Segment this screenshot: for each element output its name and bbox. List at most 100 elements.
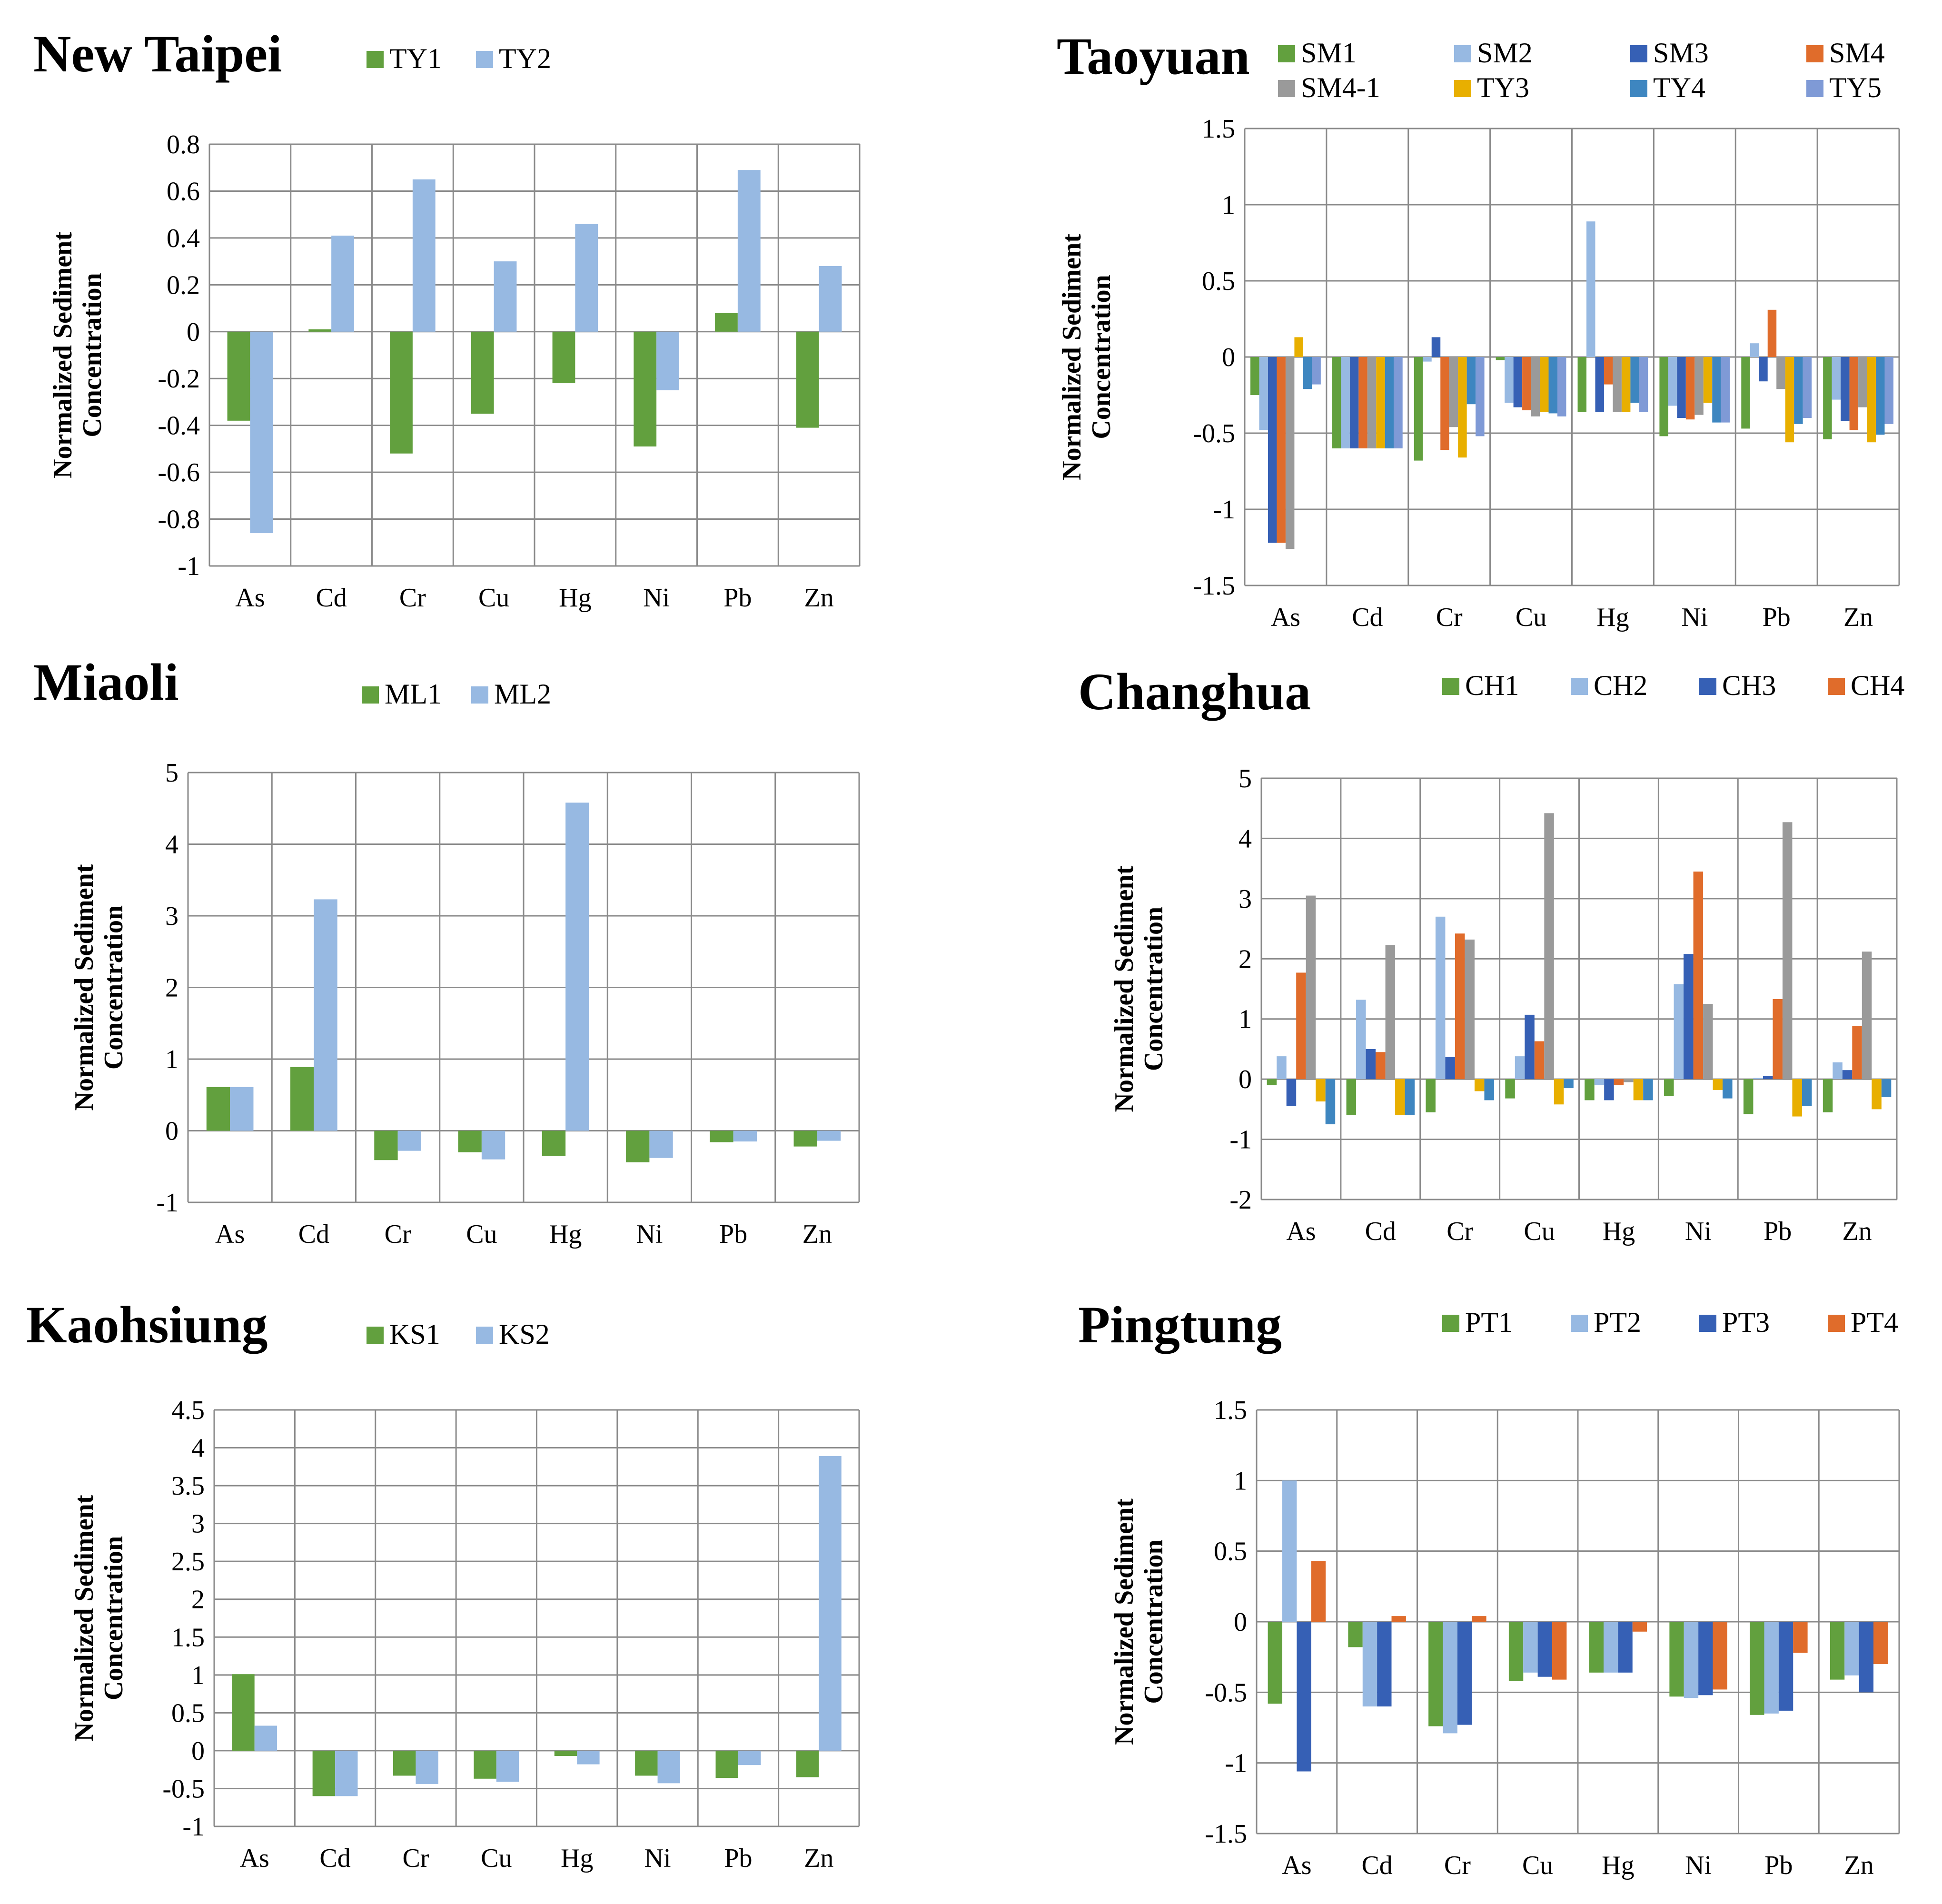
y-tick-label: -0.5 [1193, 419, 1235, 448]
bar-series7-cu [1564, 1079, 1574, 1089]
y-tick-label: -0.5 [162, 1774, 205, 1804]
y-tick-label: 2 [165, 973, 178, 1003]
bar-sm4-cr [1440, 357, 1449, 450]
bar-sm1-cu [1496, 357, 1505, 360]
y-tick-label: -0.6 [158, 458, 200, 487]
bar-ml1-hg [542, 1130, 566, 1156]
y-tick-label: 0 [191, 1736, 205, 1766]
bar-ch2-cu [1515, 1056, 1525, 1080]
chart-pingtung: Pingtung PT1 PT2 PT3 PT4 1.5 1 0.5 0 -0.5 -1 -1.5 As… [1078, 1296, 1900, 1880]
y-tick-label: -1 [178, 552, 200, 581]
bar-sm2-cd [1341, 357, 1350, 448]
legend-label: TY5 [1829, 72, 1882, 103]
legend-swatch [1828, 1315, 1845, 1332]
x-tick-label: Hg [561, 1844, 593, 1873]
legend-label: PT2 [1594, 1307, 1641, 1338]
chart-new-taipei: New Taipei TY1 TY2 0.8 0.6 0.4 0.2 0 -0.2 -0.4 -0.… [33, 25, 861, 613]
legend-label: ML1 [385, 678, 442, 710]
bar-ch1-cd [1346, 1079, 1357, 1115]
bar-sm4-1-cu [1531, 357, 1540, 416]
bar-ty2-pb [737, 170, 761, 332]
x-tick-label: Cu [478, 583, 509, 613]
y-tick-label: -1 [156, 1188, 178, 1218]
legend-label: KS2 [499, 1319, 550, 1350]
bar-sm3-as [1268, 357, 1277, 543]
bar-ty2-cd [331, 235, 354, 332]
y-axis-label: Normalized Sediment [1057, 234, 1087, 480]
bar-sm3-pb [1759, 357, 1768, 382]
bar-ch1-hg [1585, 1079, 1595, 1101]
bar-pt2-cu [1523, 1622, 1538, 1673]
legend-swatch [1806, 80, 1823, 97]
y-tick-label: 1 [1222, 190, 1235, 220]
legend-swatch [1278, 45, 1295, 62]
bar-sm3-ni [1677, 357, 1686, 418]
bar-sm1-hg [1577, 357, 1587, 412]
bar-ch3-cu [1525, 1014, 1535, 1080]
y-tick-label: -0.2 [158, 364, 200, 394]
bar-pt3-cu [1537, 1622, 1552, 1677]
bar-ch4-hg [1614, 1079, 1624, 1085]
x-tick-label: Pb [724, 1844, 752, 1873]
legend-swatch [367, 51, 384, 68]
bar-pt1-zn [1830, 1622, 1845, 1680]
bar-pt4-ni [1713, 1622, 1727, 1690]
bar-series5-cu [1544, 813, 1554, 1080]
bar-sm4-1-ni [1694, 357, 1704, 415]
bar-ty5-cr [1476, 357, 1485, 436]
y-tick-label: 3 [1239, 884, 1252, 914]
chart-taoyuan: Taoyuan SM1 SM2 SM3 SM4 SM4-1 TY3 TY4 TY5 1.5 1 0.5… [1057, 27, 1900, 632]
legend-label: SM3 [1653, 37, 1709, 69]
bar-series7-zn [1881, 1079, 1892, 1098]
x-tick-label: Zn [804, 1844, 833, 1873]
y-tick-label: 2 [1239, 944, 1252, 974]
bar-sm1-cd [1332, 357, 1341, 448]
bar-sm1-cr [1414, 357, 1423, 461]
bar-sm2-pb [1750, 343, 1759, 357]
x-tick-label: Cr [402, 1844, 429, 1873]
bar-ty1-cr [390, 331, 413, 454]
bar-sm4-1-as [1285, 357, 1295, 549]
bar-sm4-1-hg [1613, 357, 1622, 412]
bar-sm3-cr [1431, 337, 1441, 357]
bar-ch4-cd [1376, 1052, 1386, 1080]
x-tick-label: Cd [1352, 603, 1383, 632]
bar-series7-pb [1802, 1079, 1812, 1107]
bar-sm4-1-cd [1367, 357, 1377, 448]
bar-pt3-cd [1377, 1622, 1392, 1706]
bar-ks2-cd [335, 1750, 358, 1796]
x-tick-label: Cr [1447, 1217, 1473, 1246]
y-tick-label: 0.5 [171, 1698, 205, 1728]
bar-ty4-cu [1548, 357, 1557, 414]
x-tick-label: Cd [298, 1220, 329, 1249]
bar-series6-zn [1872, 1079, 1882, 1110]
x-tick-label: Pb [1764, 1851, 1793, 1880]
x-tick-label: As [1282, 1851, 1311, 1880]
y-tick-label: 4 [191, 1434, 205, 1463]
bar-ks1-hg [554, 1750, 577, 1756]
x-tick-label: Ni [1685, 1217, 1712, 1246]
bar-pt4-cr [1472, 1616, 1486, 1622]
legend-swatch [1699, 678, 1716, 695]
bar-ty5-cu [1557, 357, 1566, 416]
y-tick-label: 0 [1234, 1607, 1247, 1637]
bar-ks1-cd [312, 1750, 336, 1796]
y-tick-label: 1.5 [1214, 1396, 1247, 1425]
bar-sm3-zn [1841, 357, 1850, 421]
y-tick-label: 0 [1222, 343, 1235, 372]
chart-title: New Taipei [33, 25, 282, 83]
bar-sm2-as [1259, 357, 1268, 430]
bar-ch3-pb [1763, 1076, 1773, 1080]
x-tick-label: Pb [1763, 603, 1791, 632]
bar-ks1-cu [474, 1750, 496, 1779]
bar-ml1-cu [458, 1130, 482, 1152]
chart-title: Kaohsiung [26, 1296, 268, 1354]
x-tick-label: Cu [1524, 1217, 1555, 1246]
bar-pt1-cu [1508, 1622, 1524, 1681]
bar-ty4-zn [1876, 357, 1885, 435]
bar-ty3-as [1294, 337, 1303, 357]
y-axis-label: Concentration [1139, 1539, 1169, 1704]
bar-ks2-zn [819, 1456, 842, 1751]
bar-ml2-as [230, 1087, 254, 1131]
